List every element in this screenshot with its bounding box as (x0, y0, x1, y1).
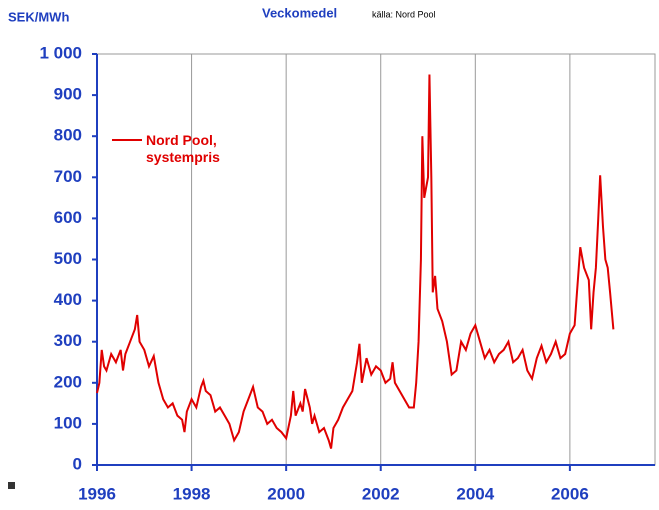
y-tick-label: 1 000 (39, 43, 82, 62)
y-tick-label: 300 (54, 331, 82, 350)
icon (8, 482, 15, 489)
y-tick-label: 700 (54, 167, 82, 186)
y-tick-label: 200 (54, 372, 82, 391)
plot-area (96, 53, 656, 466)
x-tick-label: 2000 (267, 484, 305, 503)
y-tick-label: 800 (54, 126, 82, 145)
chart-subtitle: källa: Nord Pool (372, 9, 436, 19)
x-tick-label: 2002 (362, 484, 400, 503)
chart-title: Veckomedel (262, 5, 337, 20)
x-tick-label: 1996 (78, 484, 116, 503)
y-tick-label: 400 (54, 290, 82, 309)
y-axis-label: SEK/MWh (8, 9, 69, 24)
y-tick-label: 500 (54, 249, 82, 268)
y-tick-label: 600 (54, 208, 82, 227)
x-tick-label: 2006 (551, 484, 589, 503)
legend-label: Nord Pool, systempris (146, 132, 220, 165)
y-tick-label: 900 (54, 85, 82, 104)
x-tick-label: 1998 (173, 484, 211, 503)
series-line (96, 74, 615, 449)
y-tick-label: 100 (54, 413, 82, 432)
y-tick-label: 0 (73, 454, 82, 473)
x-tick-label: 2004 (456, 484, 494, 503)
